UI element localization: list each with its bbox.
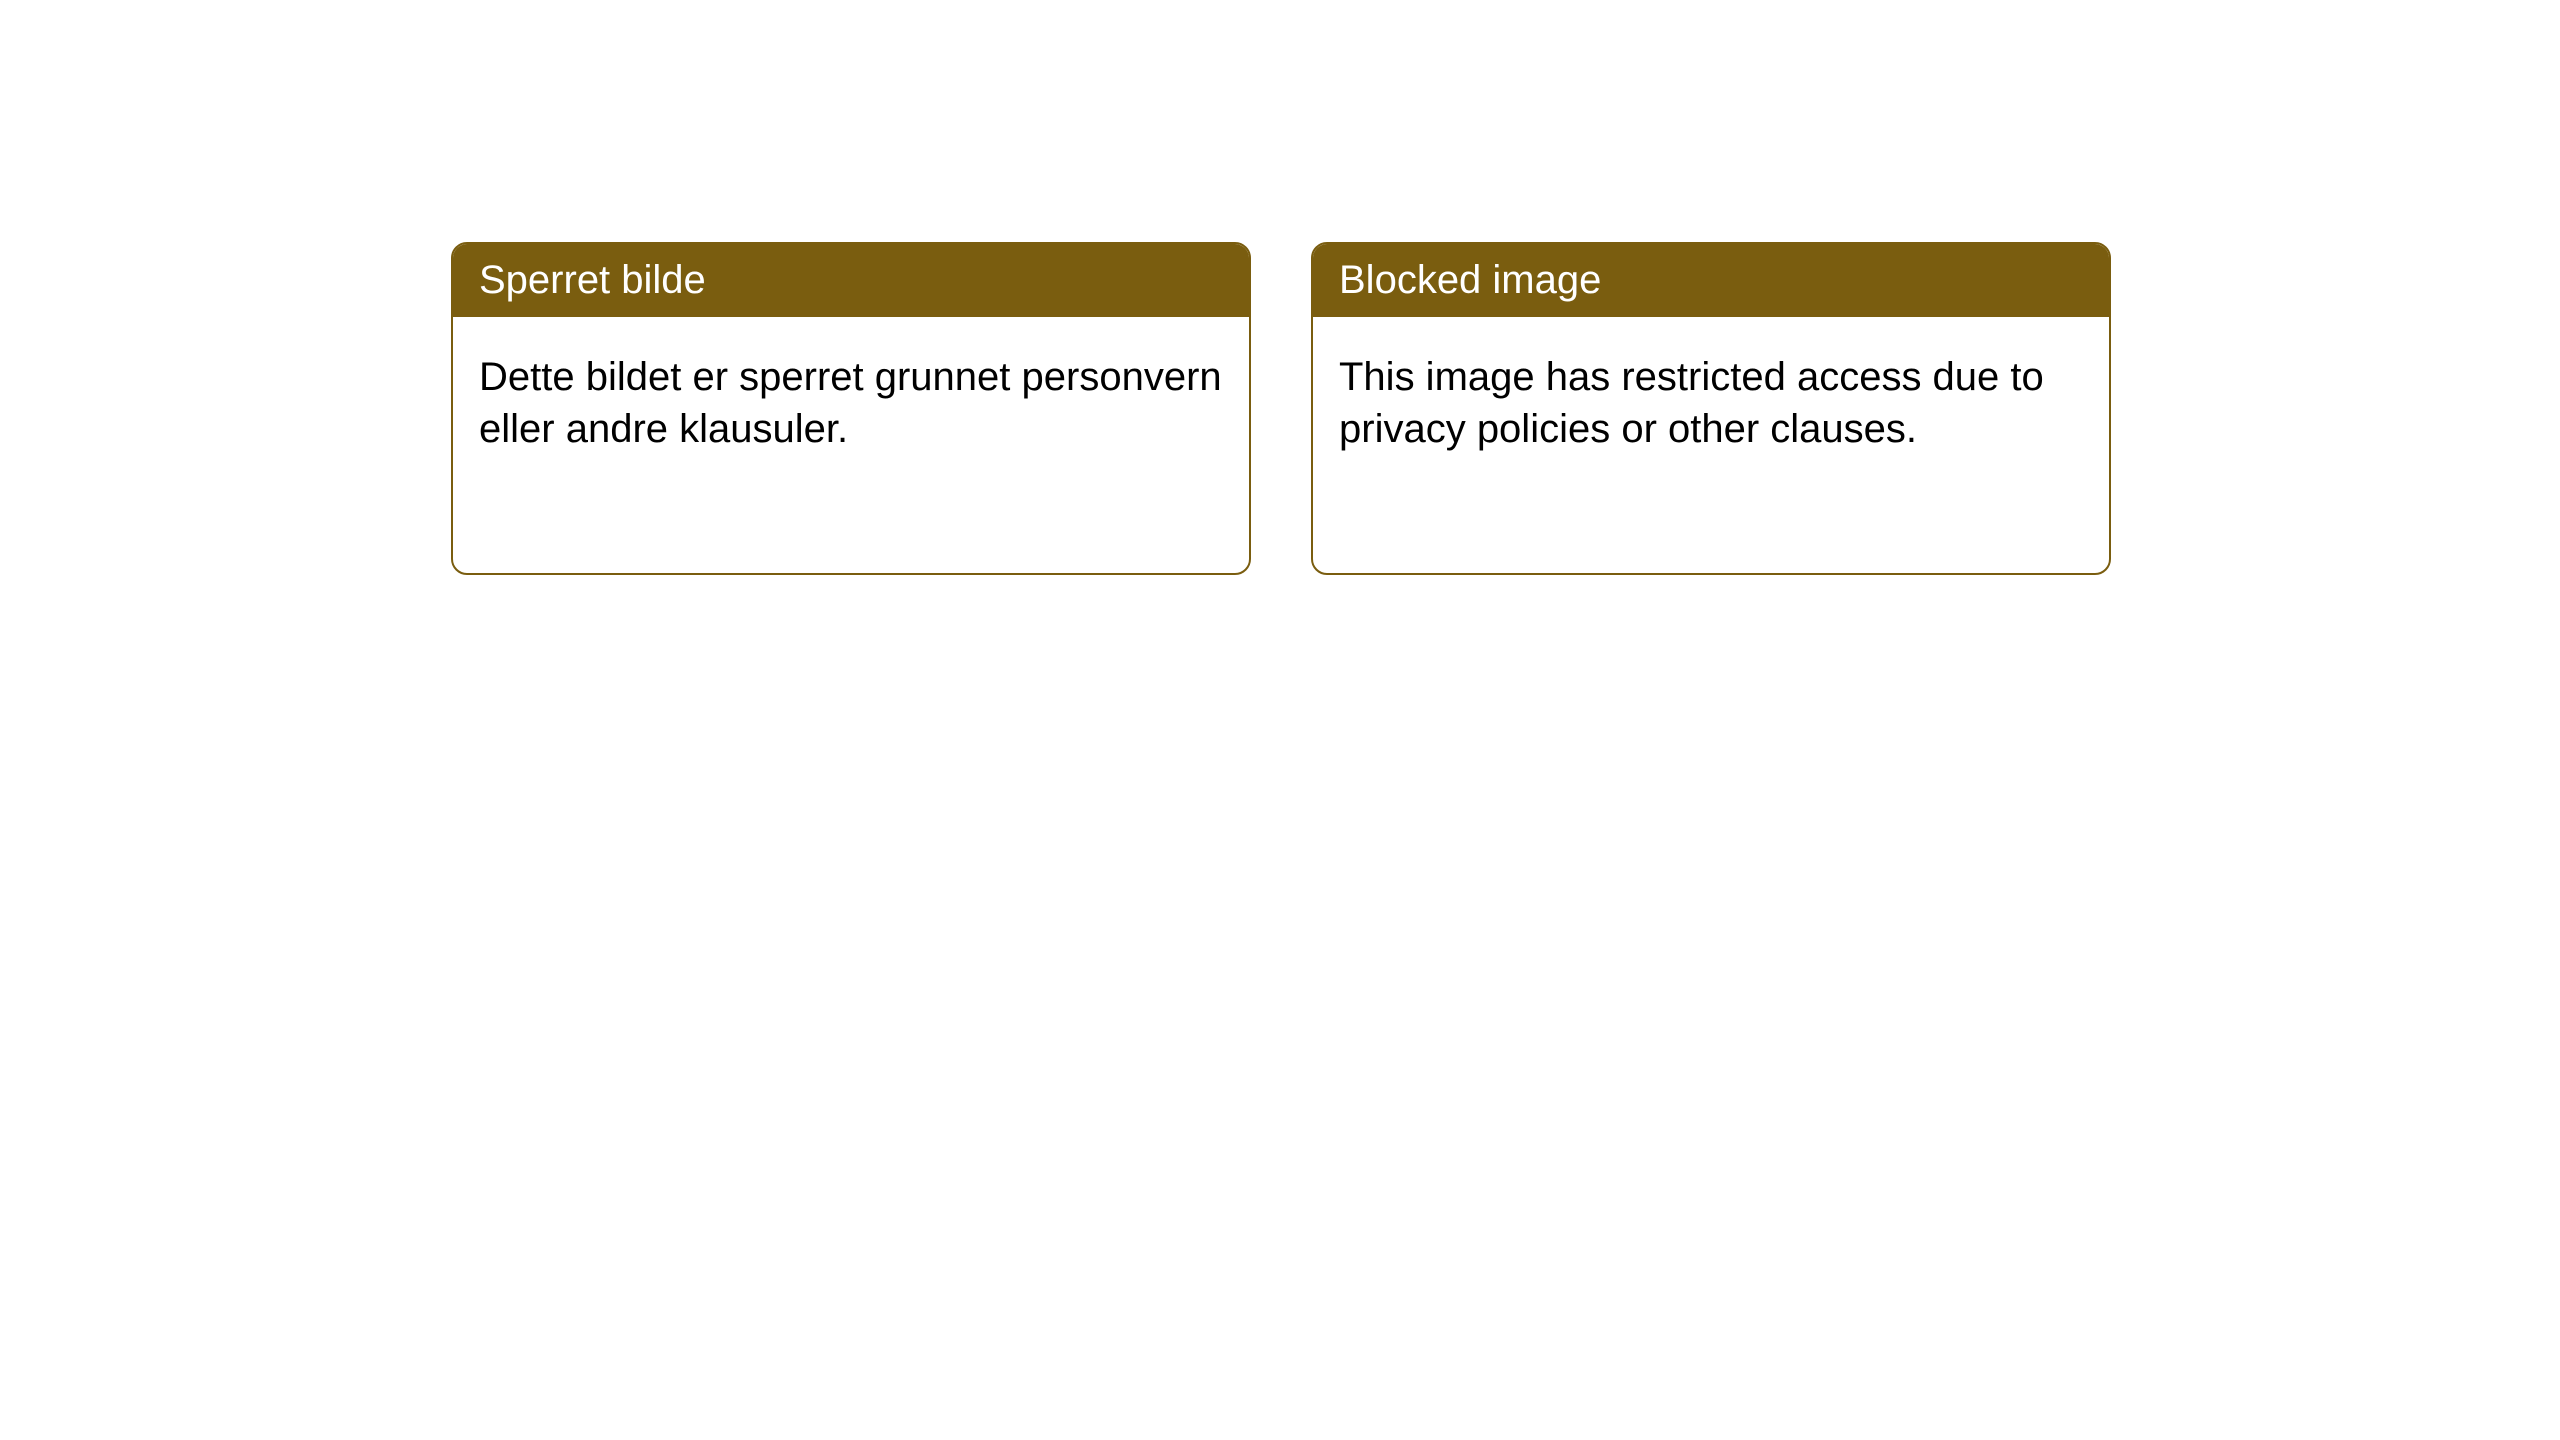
notice-cards-container: Sperret bilde Dette bildet er sperret gr… (0, 0, 2560, 575)
card-header-no: Sperret bilde (453, 244, 1249, 317)
blocked-image-card-en: Blocked image This image has restricted … (1311, 242, 2111, 575)
card-body-no: Dette bildet er sperret grunnet personve… (453, 317, 1249, 489)
blocked-image-card-no: Sperret bilde Dette bildet er sperret gr… (451, 242, 1251, 575)
card-body-en: This image has restricted access due to … (1313, 317, 2109, 489)
card-header-en: Blocked image (1313, 244, 2109, 317)
